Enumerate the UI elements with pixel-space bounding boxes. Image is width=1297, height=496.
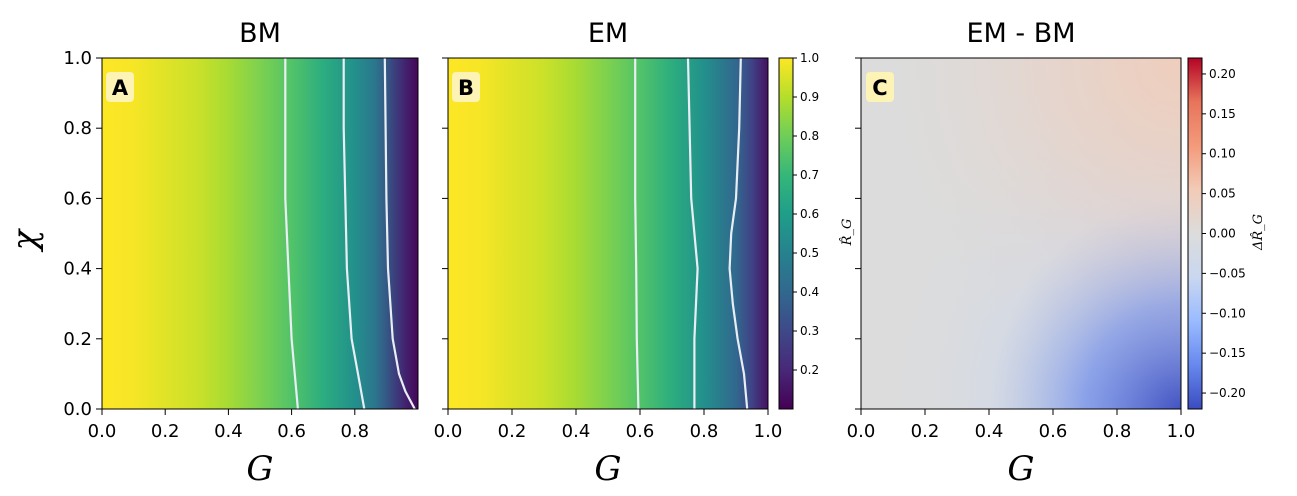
panel-b-title: EM [588,18,628,49]
colorbar-tick-label: −0.05 [1209,266,1246,280]
x-tick-label: 0.4 [562,421,591,442]
colorbar-tick-label: 0.15 [1209,107,1236,121]
panel-b-x-ticks: 0.0 0.2 0.4 0.6 0.8 1.0 [434,409,783,442]
x-tick-label: 0.6 [277,421,306,442]
panel-a-x-ticks: 0.0 0.2 0.4 0.6 0.8 [88,409,369,442]
colorbar-tick-label: 0.7 [800,168,819,182]
panel-c-x-ticks: 0.0 0.2 0.4 0.6 0.8 1.0 [847,409,1196,442]
panel-a-y-label: χ [5,227,45,252]
colorbar-tick-label: −0.15 [1209,346,1246,360]
panel-b-badge-label: B [458,76,474,100]
x-tick-label: 1.0 [754,421,783,442]
panel-c-title: EM - BM [966,18,1075,49]
panel-a-edge-shade [375,58,418,409]
panel-c: EM - BM C 0.0 0.2 0.4 0.6 0.8 1.0 G 0.200.150… [847,18,1266,489]
panel-b-heatmap [448,58,768,409]
y-tick-label: 0.2 [63,329,92,350]
panel-b-colorbar-ticks: 1.0 0.9 0.8 0.7 0.6 0.5 0.4 0.3 0.2 [793,51,819,377]
contour-line-1 [634,58,640,409]
panel-c-x-label: G [1007,449,1034,489]
colorbar-tick-label: 0.9 [800,90,819,104]
contour-line-2 [686,58,699,409]
panel-b-badge [452,72,480,102]
contour-line-3 [728,58,749,409]
panel-a: BM A 0.0 0.2 0.4 0.6 0.8 0.00.20.40.60.81.0 … [5,18,419,489]
x-tick-label: 0.2 [151,421,180,442]
colorbar-tick-label: 0.5 [800,246,819,260]
panel-a-heatmap [102,58,418,409]
panel-c-badge-label: C [872,76,887,100]
y-tick-label: 0.6 [63,188,92,209]
colorbar-tick-label: 0.05 [1209,187,1236,201]
contour-line-2 [342,58,366,409]
panel-a-contours [284,58,416,409]
x-tick-label: 0.8 [690,421,719,442]
colorbar-tick-label: −0.10 [1209,306,1246,320]
panel-a-badge-label: A [112,76,129,100]
panel-b-contours [634,58,749,409]
x-tick-label: 0.8 [340,421,369,442]
colorbar-tick-label: 0.20 [1209,67,1236,81]
colorbar-tick-label: 0.10 [1209,147,1236,161]
colorbar-tick-label: 0.2 [800,363,819,377]
panel-c-badge [866,72,894,102]
x-tick-label: 0.2 [498,421,527,442]
panel-a-badge [106,72,134,102]
contour-line-1 [284,58,299,409]
panel-a-x-label: G [246,449,273,489]
colorbar-tick-label: 0.00 [1209,227,1236,241]
x-tick-label: 0.6 [626,421,655,442]
panel-b-y-ticks [442,57,448,410]
panel-b-colorbar-label: R̂_G [839,219,855,247]
panel-a-title: BM [239,18,281,49]
panel-b-colorbar [778,57,794,410]
colorbar-tick-label: 0.3 [800,324,819,338]
panel-b: EM B 0.0 0.2 0.4 0.6 0.8 1.0 G 1.0 0.9 0.8 0.7 0.… [434,18,855,489]
colorbar-tick-label: 0.4 [800,285,819,299]
colorbar-tick-label: 0.6 [800,207,819,221]
panel-c-y-ticks [855,57,861,410]
x-tick-label: 0.0 [847,421,876,442]
panel-c-positive-region [861,58,1181,409]
x-tick-label: 0.6 [1039,421,1068,442]
x-tick-label: 0.2 [911,421,940,442]
x-tick-label: 0.4 [214,421,243,442]
x-tick-label: 0.0 [88,421,117,442]
panel-c-colorbar-label: ΔR̂_G [1250,214,1266,251]
y-tick-label: 0.8 [63,118,92,139]
colorbar-tick-label: 1.0 [800,51,819,65]
x-tick-label: 0.0 [434,421,463,442]
y-tick-label: 0.0 [63,399,92,420]
panel-c-colorbar [1187,57,1203,410]
colorbar-tick-label: 0.8 [800,129,819,143]
y-tick-label: 0.4 [63,259,92,280]
x-tick-label: 1.0 [1167,421,1196,442]
panel-c-frame [860,57,1182,410]
colorbar-tick-label: −0.20 [1209,386,1246,400]
panel-a-y-ticks: 0.0 0.2 0.4 0.6 0.8 1.0 [63,48,102,420]
x-tick-label: 0.8 [1103,421,1132,442]
x-tick-label: 0.4 [975,421,1004,442]
panel-a-frame [101,57,419,410]
panel-b-x-label: G [594,449,621,489]
y-tick-label: 1.0 [63,48,92,69]
contour-line-3 [383,58,416,409]
panel-c-colorbar-ticks: 0.20 0.15 0.10 0.05 0.00 −0.05 −0.10 −0.15 −0.20 [1202,67,1246,400]
panel-b-frame [447,57,769,410]
